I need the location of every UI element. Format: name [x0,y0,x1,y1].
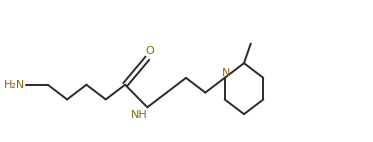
Text: H₂N: H₂N [4,80,25,90]
Text: N: N [222,68,230,78]
Text: NH: NH [131,110,147,120]
Text: O: O [145,46,154,56]
